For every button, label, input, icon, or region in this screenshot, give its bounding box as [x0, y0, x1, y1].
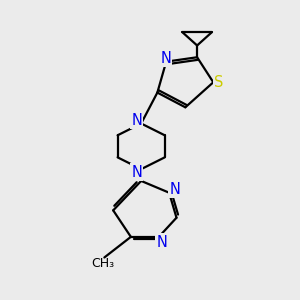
Text: N: N	[131, 113, 142, 128]
Text: S: S	[214, 75, 223, 90]
Text: N: N	[169, 182, 181, 197]
Text: N: N	[131, 165, 142, 180]
Text: CH₃: CH₃	[91, 257, 115, 271]
Text: N: N	[160, 51, 171, 66]
Text: N: N	[156, 235, 167, 250]
